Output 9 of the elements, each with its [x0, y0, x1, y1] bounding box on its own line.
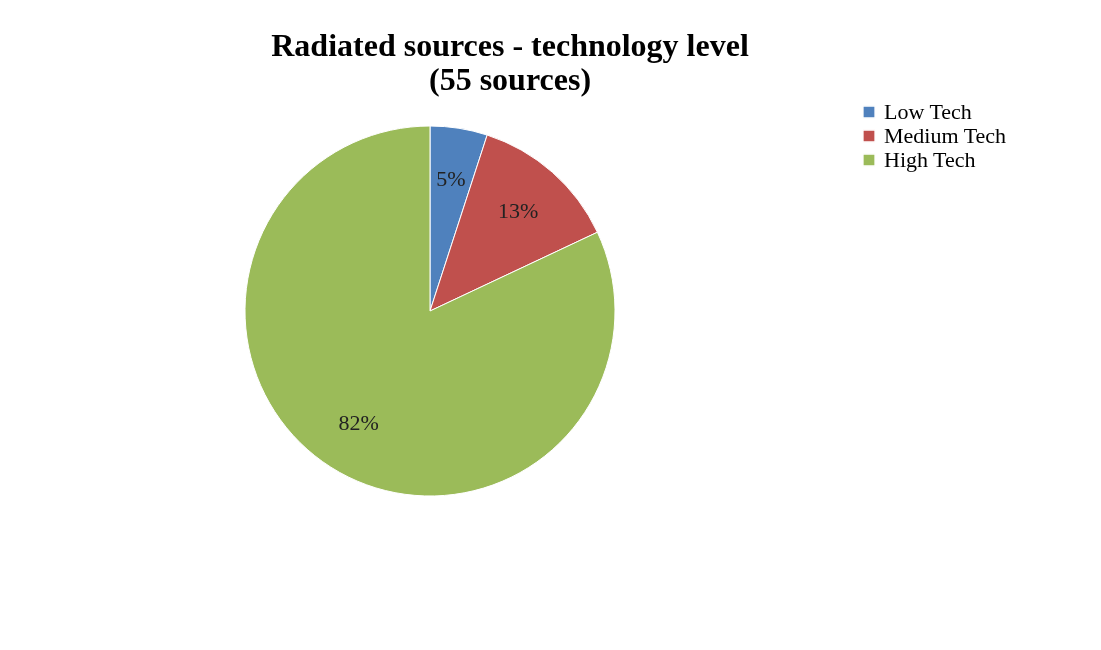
data-label: 5% — [436, 166, 466, 192]
text: (55 sources) — [428, 61, 592, 97]
legend-label: Medium Tech — [884, 123, 1007, 148]
data-label: 13% — [497, 198, 539, 224]
legend-label: High Tech — [884, 147, 976, 172]
pie-slice — [244, 125, 616, 497]
text: Radiated sources - technology level — [271, 27, 749, 63]
data-label: 82% — [338, 410, 379, 436]
legend-label: Low Tech — [884, 99, 972, 124]
